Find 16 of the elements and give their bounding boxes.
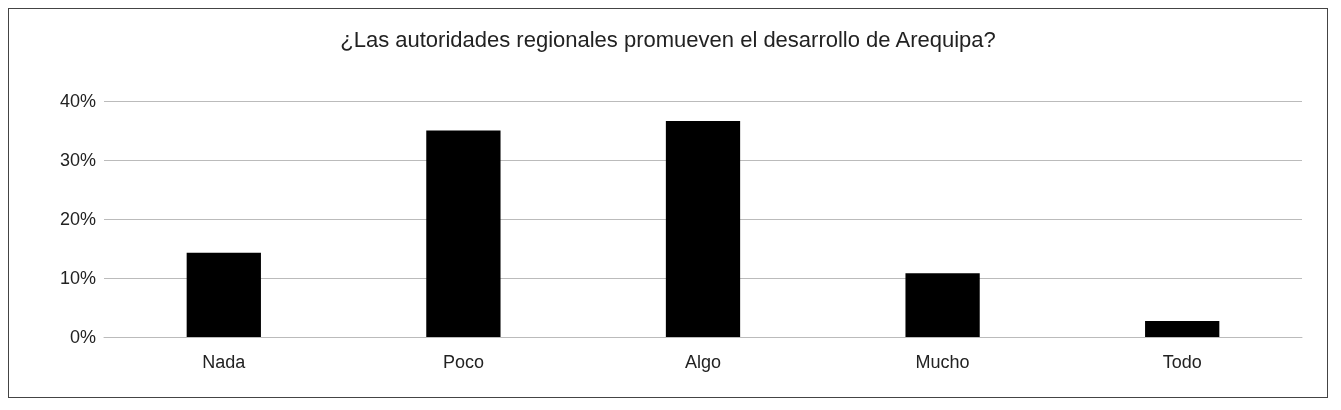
y-tick-label: 10% — [59, 268, 96, 288]
x-tick-label: Mucho — [915, 352, 970, 372]
chart-title: ¿Las autoridades regionales promueven el desarrollo de Arequipa? — [340, 26, 996, 52]
x-tick-label: Algo — [684, 352, 722, 372]
bar — [1145, 321, 1220, 337]
y-tick-label: 0% — [69, 327, 96, 347]
x-tick-label: Nada — [202, 352, 247, 372]
bar — [905, 273, 980, 337]
bar — [186, 252, 261, 337]
x-tick-label: Poco — [442, 352, 484, 372]
y-tick-label: 40% — [59, 91, 96, 111]
bar — [426, 130, 501, 337]
y-tick-label: 30% — [59, 150, 96, 170]
y-tick-label: 20% — [59, 209, 96, 229]
x-tick-label: Todo — [1162, 352, 1202, 372]
bar — [665, 121, 741, 337]
